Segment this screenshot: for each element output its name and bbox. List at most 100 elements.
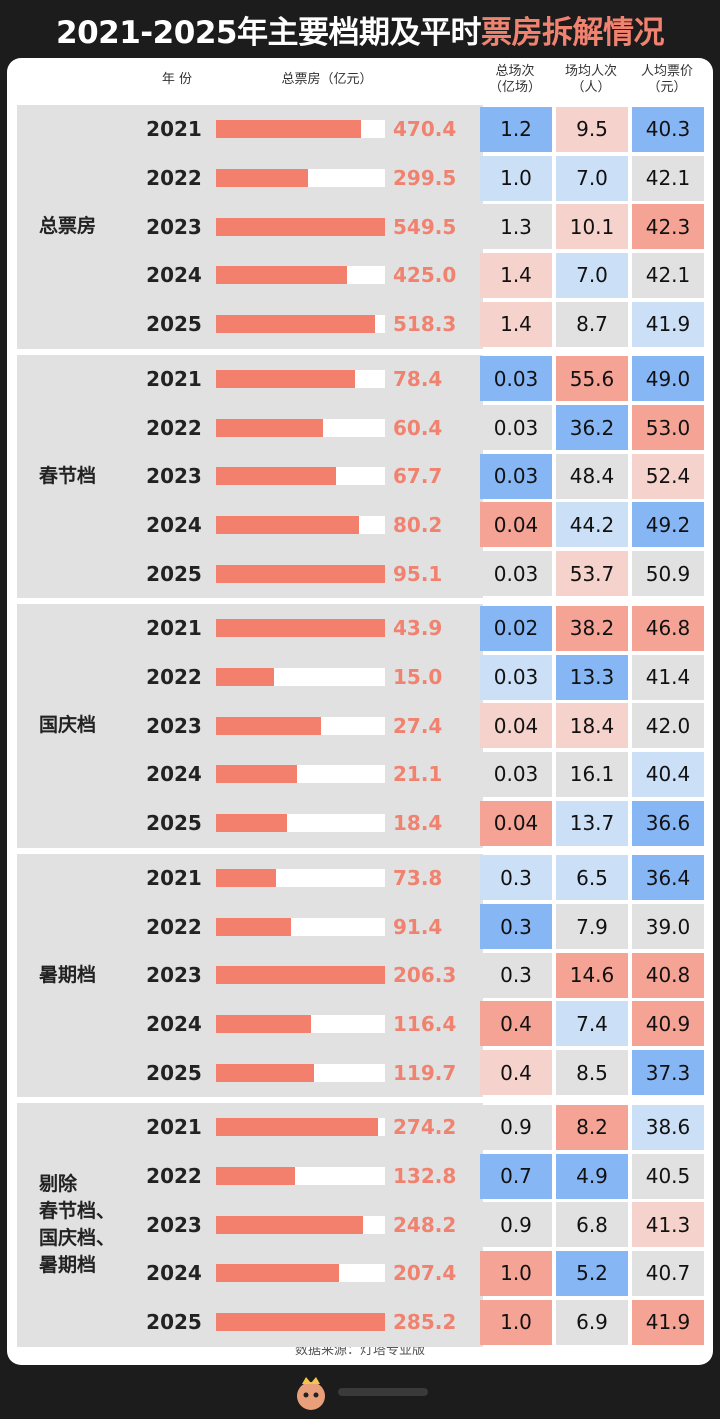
header-per-screening-line2: （人） xyxy=(571,80,611,95)
box-office-bar-track xyxy=(216,1215,385,1234)
box-office-bar xyxy=(216,966,385,985)
per-screening-cell: 8.5 xyxy=(556,1050,628,1096)
year-label: 2023 xyxy=(146,464,202,489)
screenings-cell: 0.9 xyxy=(480,1104,552,1150)
box-office-bar xyxy=(216,266,347,285)
box-office-bar xyxy=(216,1167,295,1186)
avg-price-cell: 53.0 xyxy=(632,405,704,450)
header-box-office: 总票房（亿元） xyxy=(281,72,373,87)
box-office-bar xyxy=(216,369,356,388)
screenings-cell: 0.03 xyxy=(480,405,552,450)
header-per-screening-line1: 场均人次 xyxy=(564,64,617,79)
screenings-cell: 0.04 xyxy=(480,502,552,548)
box-office-bar xyxy=(216,564,385,583)
year-label: 2025 xyxy=(146,811,202,836)
screenings-cell: 1.0 xyxy=(480,1250,552,1296)
mascot-logo-icon xyxy=(297,1377,325,1410)
screenings-cell: 0.3 xyxy=(480,904,552,949)
per-screening-cell: 8.2 xyxy=(556,1104,628,1150)
box-office-bar-track xyxy=(216,1313,385,1332)
box-office-bar xyxy=(216,716,322,735)
per-screening-cell: 9.5 xyxy=(556,106,628,152)
box-office-bar-track xyxy=(216,418,385,437)
avg-price-cell: 42.1 xyxy=(632,252,704,298)
screenings-cell: 0.9 xyxy=(480,1202,552,1248)
year-label: 2025 xyxy=(146,561,202,586)
screenings-cell: 1.0 xyxy=(480,1299,552,1345)
year-label: 2024 xyxy=(146,1011,202,1036)
box-office-bar xyxy=(216,917,291,936)
box-office-bar xyxy=(216,1014,312,1033)
box-office-bar-track xyxy=(216,1014,385,1033)
box-office-bar-track xyxy=(216,266,385,285)
avg-price-cell: 40.7 xyxy=(632,1250,704,1296)
box-office-value: 80.2 xyxy=(393,512,443,537)
box-office-value: 285.2 xyxy=(393,1310,457,1335)
box-office-bar-track xyxy=(216,1063,385,1082)
year-label: 2022 xyxy=(146,914,202,939)
box-office-bar-track xyxy=(216,1264,385,1283)
avg-price-cell: 36.4 xyxy=(632,855,704,901)
data-table-card: 年 份 总票房（亿元） 总场次 （亿场） 场均人次 （人） 人均票价 （元） 数据来源… xyxy=(7,58,713,1365)
box-office-value: 119.7 xyxy=(393,1060,457,1085)
header-avg-price-line2: （元） xyxy=(647,80,687,95)
box-office-value: 274.2 xyxy=(393,1115,457,1140)
avg-price-cell: 42.0 xyxy=(632,703,704,749)
screenings-cell: 0.03 xyxy=(480,751,552,797)
per-screening-cell: 14.6 xyxy=(556,952,628,998)
per-screening-cell: 7.0 xyxy=(556,252,628,298)
avg-price-cell: 39.0 xyxy=(632,904,704,949)
year-label: 2022 xyxy=(146,665,202,690)
box-office-bar xyxy=(216,515,359,534)
year-label: 2021 xyxy=(146,1115,202,1140)
screenings-cell: 0.4 xyxy=(480,1050,552,1096)
category-label-line: 总票房 xyxy=(39,215,97,238)
avg-price-cell: 42.3 xyxy=(632,204,704,250)
per-screening-cell: 13.3 xyxy=(556,654,628,700)
title-main: 2021-2025年主要档期及平时 xyxy=(56,14,481,51)
header-screenings: 总场次 （亿场） xyxy=(479,64,551,96)
header-avg-price: 人均票价 （元） xyxy=(631,64,703,96)
box-office-value: 18.4 xyxy=(393,811,443,836)
year-label: 2025 xyxy=(146,1310,202,1335)
box-office-value: 206.3 xyxy=(393,963,457,988)
year-label: 2022 xyxy=(146,166,202,191)
screenings-cell: 1.0 xyxy=(480,155,552,201)
per-screening-cell: 6.8 xyxy=(556,1202,628,1248)
box-office-bar xyxy=(216,1264,339,1283)
box-office-bar xyxy=(216,814,287,833)
per-screening-cell: 6.5 xyxy=(556,855,628,901)
per-screening-cell: 5.2 xyxy=(556,1250,628,1296)
box-office-bar-track xyxy=(216,619,385,638)
avg-price-cell: 49.2 xyxy=(632,502,704,548)
avg-price-cell: 41.3 xyxy=(632,1202,704,1248)
year-label: 2021 xyxy=(146,117,202,142)
box-office-value: 60.4 xyxy=(393,415,443,440)
category-label: 暑期档 xyxy=(39,962,96,989)
box-office-bar-track xyxy=(216,369,385,388)
avg-price-cell: 42.1 xyxy=(632,155,704,201)
year-label: 2021 xyxy=(146,366,202,391)
box-office-bar-track xyxy=(216,169,385,188)
per-screening-cell: 38.2 xyxy=(556,605,628,651)
box-office-bar-track xyxy=(216,917,385,936)
box-office-bar xyxy=(216,169,309,188)
screenings-cell: 0.3 xyxy=(480,855,552,901)
box-office-value: 78.4 xyxy=(393,366,443,391)
category-label: 国庆档 xyxy=(39,712,96,739)
avg-price-cell: 40.4 xyxy=(632,751,704,797)
box-office-bar xyxy=(216,868,277,887)
box-office-bar xyxy=(216,1063,315,1082)
box-office-bar-track xyxy=(216,315,385,334)
box-office-bar-track xyxy=(216,868,385,887)
box-office-bar-track xyxy=(216,564,385,583)
year-label: 2023 xyxy=(146,214,202,239)
year-label: 2023 xyxy=(146,713,202,738)
avg-price-cell: 46.8 xyxy=(632,605,704,651)
box-office-bar xyxy=(216,1313,385,1332)
year-label: 2023 xyxy=(146,1212,202,1237)
data-source-note: 数据来源：灯塔专业版 xyxy=(294,1343,425,1358)
avg-price-cell: 40.5 xyxy=(632,1153,704,1199)
per-screening-cell: 7.9 xyxy=(556,904,628,949)
box-office-bar-track xyxy=(216,120,385,139)
